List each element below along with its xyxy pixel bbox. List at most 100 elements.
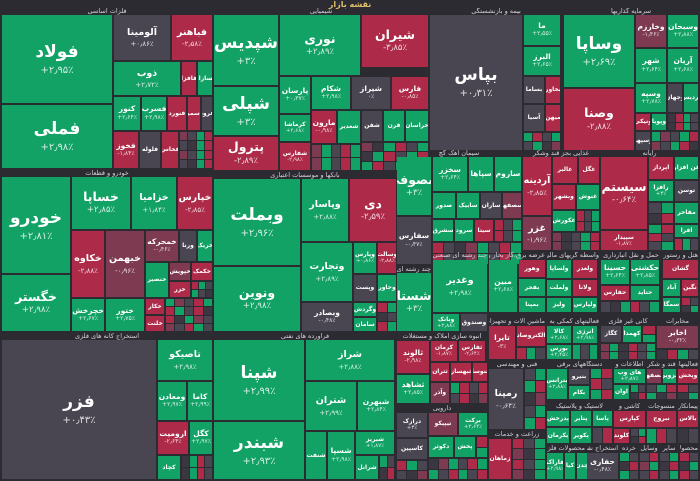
stock-cell[interactable]: اخابر -۰٫۳۲٪ — [657, 326, 698, 348]
stock-cell[interactable]: نوری +۲٫۸۹٪ — [280, 15, 360, 75]
stock-cell[interactable]: آسیا — [524, 105, 544, 131]
stock-cell[interactable]: شبهرن +۲٫۸۴٪ — [358, 382, 394, 430]
stock-cell[interactable]: کچاد — [158, 456, 180, 479]
stock-cell[interactable]: کرماشا +۲٫۶۸٪ — [280, 115, 310, 141]
stock-cell[interactable]: بنیرو — [569, 369, 589, 384]
stock-cell[interactable]: وسبحان +۲٫۸۸٪ — [668, 15, 698, 47]
stock-cell[interactable]: سپاها — [469, 157, 493, 191]
stock-cell[interactable]: ثنوسا — [473, 363, 487, 381]
stock-cell[interactable]: فخوز -۱٫۸۴٪ — [114, 132, 138, 168]
stock-cell[interactable]: شفارس -۲٫۹۸٪ — [280, 143, 310, 170]
stock-cell[interactable]: پخش — [455, 437, 475, 457]
stock-cell[interactable]: های وب +۲٫۸۷٪ — [614, 369, 645, 383]
stock-cell[interactable]: وپخش — [678, 369, 698, 383]
stock-cell[interactable]: وخارزم -۱٫۴۶٪ — [636, 15, 666, 47]
stock-cell[interactable]: توسن — [675, 181, 698, 201]
stock-cell[interactable]: ومعادن +۲٫۹۷٪ — [158, 382, 186, 420]
stock-cell[interactable]: پردیس — [684, 84, 698, 112]
stock-cell[interactable]: فارس -۰٫۸۵٪ — [392, 77, 428, 109]
stock-cell[interactable]: اوان — [614, 385, 629, 399]
stock-cell[interactable]: آباد — [663, 280, 680, 296]
stock-cell[interactable]: قرن — [384, 111, 404, 141]
stock-cell[interactable]: کیا — [565, 453, 575, 479]
stock-cell[interactable]: خراسان — [406, 111, 428, 141]
stock-cell[interactable]: مبین +۲٫۶۸٪ — [489, 260, 517, 312]
stock-cell[interactable]: میهن — [546, 105, 560, 131]
stock-cell[interactable]: فباهنر -۲٫۵۸٪ — [172, 15, 212, 60]
stock-cell[interactable]: شرانل — [356, 456, 378, 479]
stock-cell[interactable]: پکویر — [571, 428, 591, 443]
stock-cell[interactable]: شهر +۲٫۶۴٪ — [636, 49, 666, 82]
stock-cell[interactable]: شفن — [362, 111, 382, 141]
stock-cell[interactable]: پکرمان — [547, 428, 569, 443]
stock-cell[interactable]: غکورش — [553, 211, 575, 231]
stock-cell[interactable]: بفجر — [519, 279, 545, 296]
stock-cell[interactable]: صدور — [433, 193, 455, 218]
stock-cell[interactable]: مفاخر — [675, 203, 698, 223]
stock-cell[interactable]: وسپه +۲٫۷۸٪ — [636, 84, 666, 112]
stock-cell[interactable]: سیتا — [475, 220, 493, 241]
stock-cell[interactable]: شغدیر — [338, 111, 360, 143]
stock-cell[interactable]: ولیز — [547, 298, 571, 312]
stock-cell[interactable]: بمپنا — [519, 298, 545, 312]
stock-cell[interactable]: خزامیا +۱٫۸۴٪ — [132, 177, 176, 229]
stock-cell[interactable]: فلوله — [140, 132, 160, 168]
stock-cell[interactable]: پدرخش — [547, 411, 569, 426]
stock-cell[interactable]: حفارس — [601, 286, 629, 300]
stock-cell[interactable]: نگین — [682, 280, 698, 296]
stock-cell[interactable]: کالا +۲٫۶۸٪ — [547, 326, 571, 343]
stock-cell[interactable]: بکام — [569, 386, 589, 399]
stock-cell[interactable]: سابیک — [457, 193, 479, 218]
stock-cell[interactable]: خودرو +۲٫۸۱٪ — [2, 177, 70, 273]
stock-cell[interactable]: رمپنا -۰٫۶۴٪ — [489, 369, 523, 429]
stock-cell[interactable]: سصفها — [503, 193, 521, 218]
stock-cell[interactable]: رافزا +۳٪ — [649, 181, 673, 201]
stock-cell[interactable]: فزر +۰٫۴۳٪ — [2, 340, 156, 479]
stock-cell[interactable]: فولاد +۲٫۹۵٪ — [2, 15, 112, 103]
stock-cell[interactable]: بترانس +۲٫۸۸٪ — [547, 369, 567, 399]
stock-cell[interactable]: افرا — [675, 225, 698, 237]
stock-cell[interactable]: حکشتی +۲٫۸۵٪ — [631, 260, 659, 284]
stock-cell[interactable]: کاما +۲٫۹۹٪ — [188, 382, 212, 420]
stock-cell[interactable]: البرز +۲٫۶۵٪ — [524, 47, 560, 75]
stock-cell[interactable]: کگل +۲٫۹۷٪ — [190, 422, 212, 454]
stock-cell[interactable]: بساما — [524, 77, 544, 103]
stock-cell[interactable]: ذوب +۲٫۷۲٪ — [114, 62, 180, 95]
stock-cell[interactable]: فسرب +۲٫۹۸٪ — [142, 97, 166, 130]
stock-cell[interactable]: وساپا +۲٫۶۹٪ — [564, 15, 634, 87]
stock-cell[interactable]: وسپهر — [636, 132, 650, 150]
stock-cell[interactable]: دی -۲٫۵۹٪ — [350, 179, 396, 241]
stock-cell[interactable]: نبروج — [647, 411, 676, 427]
stock-cell[interactable]: چدن — [577, 453, 587, 479]
stock-cell[interactable]: الکتروصاد — [517, 326, 545, 346]
stock-cell[interactable]: سخزر +۲٫۶۴٪ — [433, 157, 467, 191]
stock-cell[interactable]: ولغدر — [573, 260, 597, 278]
stock-cell[interactable]: گشان — [663, 260, 698, 278]
stock-cell[interactable]: حتاید — [631, 286, 659, 300]
stock-cell[interactable]: پارسان +۰٫۳۷٪ — [280, 77, 310, 113]
stock-cell[interactable]: کپارس — [614, 411, 645, 427]
stock-cell[interactable]: بخاور — [546, 77, 560, 103]
stock-cell[interactable]: سپیدار -۱٫۸۷٪ — [601, 231, 647, 250]
stock-cell[interactable]: پترول -۲٫۸۹٪ — [214, 137, 278, 170]
stock-cell[interactable]: شسپا +۲٫۹۸٪ — [328, 432, 354, 479]
stock-cell[interactable]: دکوثر — [429, 437, 453, 457]
stock-cell[interactable]: برکت +۲٫۶۴٪ — [459, 413, 487, 435]
stock-cell[interactable]: فسازان — [198, 62, 212, 95]
stock-cell[interactable]: خنصیر — [146, 263, 168, 297]
stock-cell[interactable]: خگستر +۲٫۹۸٪ — [2, 275, 70, 331]
stock-cell[interactable]: وسالت -۲٫۸۸٪ — [378, 243, 396, 273]
stock-cell[interactable]: خمحرکه -۰٫۴۶٪ — [146, 231, 178, 261]
stock-cell[interactable]: سرود — [455, 220, 473, 241]
stock-cell[interactable]: خچرخش +۲٫۶۷٪ — [72, 299, 104, 331]
stock-cell[interactable]: شپلی +۳٪ — [214, 87, 278, 135]
stock-cell[interactable]: کاسپین — [397, 439, 427, 459]
stock-cell[interactable]: کرمان -۱٫۸۷٪ — [431, 341, 457, 361]
stock-cell[interactable]: ثشاهد +۲٫۸۵٪ — [397, 375, 429, 403]
stock-cell[interactable]: وآذر — [431, 383, 449, 403]
stock-cell[interactable]: وصندوق — [461, 314, 487, 331]
stock-cell[interactable]: شبندر +۲٫۹۳٪ — [214, 422, 304, 479]
stock-cell[interactable]: وپاسار +۲٫۸۸٪ — [302, 179, 348, 241]
stock-cell[interactable]: ثفارس -۲٫۶۴٪ — [459, 341, 485, 361]
